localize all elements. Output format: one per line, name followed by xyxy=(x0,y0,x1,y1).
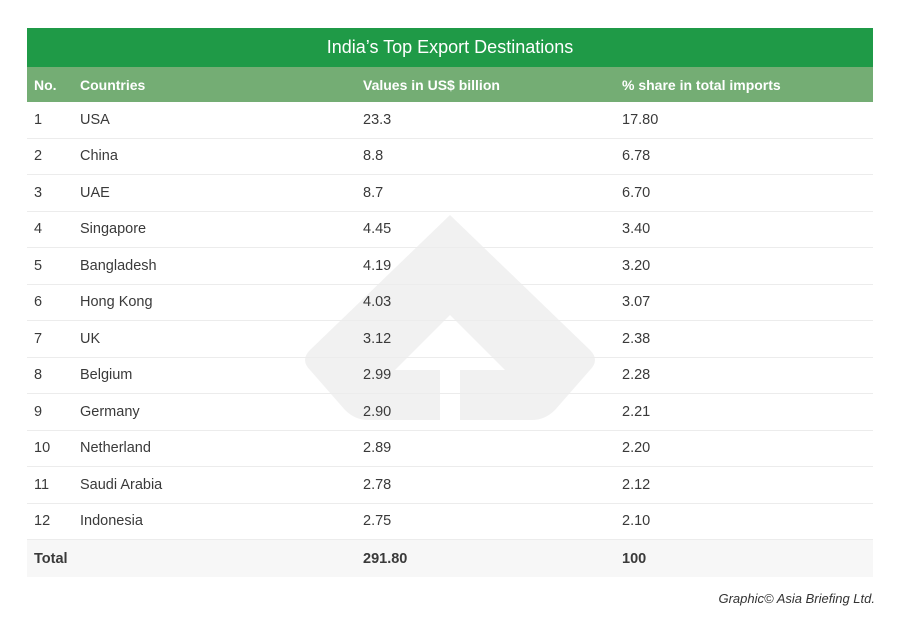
row-number: 2 xyxy=(34,148,43,165)
row-number: 4 xyxy=(34,221,43,238)
asia-briefing-logo-icon xyxy=(305,215,595,420)
row-value: 8.8 xyxy=(363,148,384,165)
row-value: 8.7 xyxy=(363,184,384,201)
row-value: 4.45 xyxy=(363,221,392,238)
header-no: No. xyxy=(34,76,57,93)
row-country: Germany xyxy=(80,403,140,420)
row-country: Saudi Arabia xyxy=(80,476,163,493)
row-number: 7 xyxy=(34,330,43,347)
export-table: India’s Top Export Destinations No. Coun… xyxy=(27,28,873,577)
row-country: UK xyxy=(80,330,101,347)
table-row: 2 China 8.8 6.78 xyxy=(27,139,873,175)
header-values: Values in US$ billion xyxy=(363,76,500,93)
row-value: 3.12 xyxy=(363,330,392,347)
header-share: % share in total imports xyxy=(622,76,781,93)
row-number: 8 xyxy=(34,367,43,384)
row-number: 11 xyxy=(34,476,50,493)
row-number: 1 xyxy=(34,111,43,128)
row-share: 17.80 xyxy=(622,111,659,128)
table-row: 5 Bangladesh 4.19 3.20 xyxy=(27,248,873,285)
row-country: UAE xyxy=(80,184,110,201)
row-number: 12 xyxy=(34,513,51,530)
total-share: 100 xyxy=(622,550,647,567)
total-row: Total 291.80 100 xyxy=(27,540,873,577)
total-label: Total xyxy=(34,550,68,567)
header-countries: Countries xyxy=(80,76,146,93)
row-country: Indonesia xyxy=(80,513,143,530)
table-row: 8 Belgium 2.99 2.28 xyxy=(27,358,873,394)
row-share: 2.21 xyxy=(622,403,651,420)
table-row: 4 Singapore 4.45 3.40 xyxy=(27,212,873,248)
table-header: No. Countries Values in US$ billion % sh… xyxy=(27,67,873,102)
row-country: Belgium xyxy=(80,367,133,384)
row-country: Hong Kong xyxy=(80,294,153,311)
row-value: 2.89 xyxy=(363,440,392,457)
row-share: 6.70 xyxy=(622,184,651,201)
row-share: 3.20 xyxy=(622,257,651,274)
row-country: Netherland xyxy=(80,440,151,457)
row-value: 2.99 xyxy=(363,367,392,384)
table-row: 3 UAE 8.7 6.70 xyxy=(27,175,873,212)
table-row: 9 Germany 2.90 2.21 xyxy=(27,394,873,431)
row-share: 3.07 xyxy=(622,294,651,311)
row-country: USA xyxy=(80,111,110,128)
row-value: 4.19 xyxy=(363,257,392,274)
table-row: 6 Hong Kong 4.03 3.07 xyxy=(27,285,873,321)
row-share: 2.38 xyxy=(622,330,651,347)
row-value: 2.75 xyxy=(363,513,392,530)
table-title: India’s Top Export Destinations xyxy=(27,28,873,67)
total-value: 291.80 xyxy=(363,550,408,567)
row-share: 2.20 xyxy=(622,440,651,457)
row-number: 3 xyxy=(34,184,43,201)
row-number: 5 xyxy=(34,257,43,274)
credit-text: Graphic© Asia Briefing Ltd. xyxy=(718,591,875,606)
row-country: China xyxy=(80,148,118,165)
row-value: 2.90 xyxy=(363,403,392,420)
row-value: 4.03 xyxy=(363,294,392,311)
row-country: Bangladesh xyxy=(80,257,157,274)
table-body: 1 USA 23.3 17.80 2 China 8.8 6.78 3 UAE 8.7 6.70 4 Si… xyxy=(27,102,873,540)
row-share: 3.40 xyxy=(622,221,651,238)
table-row: 11 Saudi Arabia 2.78 2.12 xyxy=(27,467,873,504)
table-row: 12 Indonesia 2.75 2.10 xyxy=(27,504,873,540)
row-share: 2.12 xyxy=(622,476,651,493)
row-country: Singapore xyxy=(80,221,147,238)
row-number: 9 xyxy=(34,403,43,420)
row-share: 2.28 xyxy=(622,367,651,384)
row-value: 23.3 xyxy=(363,111,392,128)
table-row: 7 UK 3.12 2.38 xyxy=(27,321,873,358)
table-row: 10 Netherland 2.89 2.20 xyxy=(27,431,873,467)
row-number: 6 xyxy=(34,294,43,311)
row-value: 2.78 xyxy=(363,476,392,493)
row-share: 2.10 xyxy=(622,513,651,530)
row-number: 10 xyxy=(34,440,51,457)
table-row: 1 USA 23.3 17.80 xyxy=(27,102,873,139)
row-share: 6.78 xyxy=(622,148,651,165)
